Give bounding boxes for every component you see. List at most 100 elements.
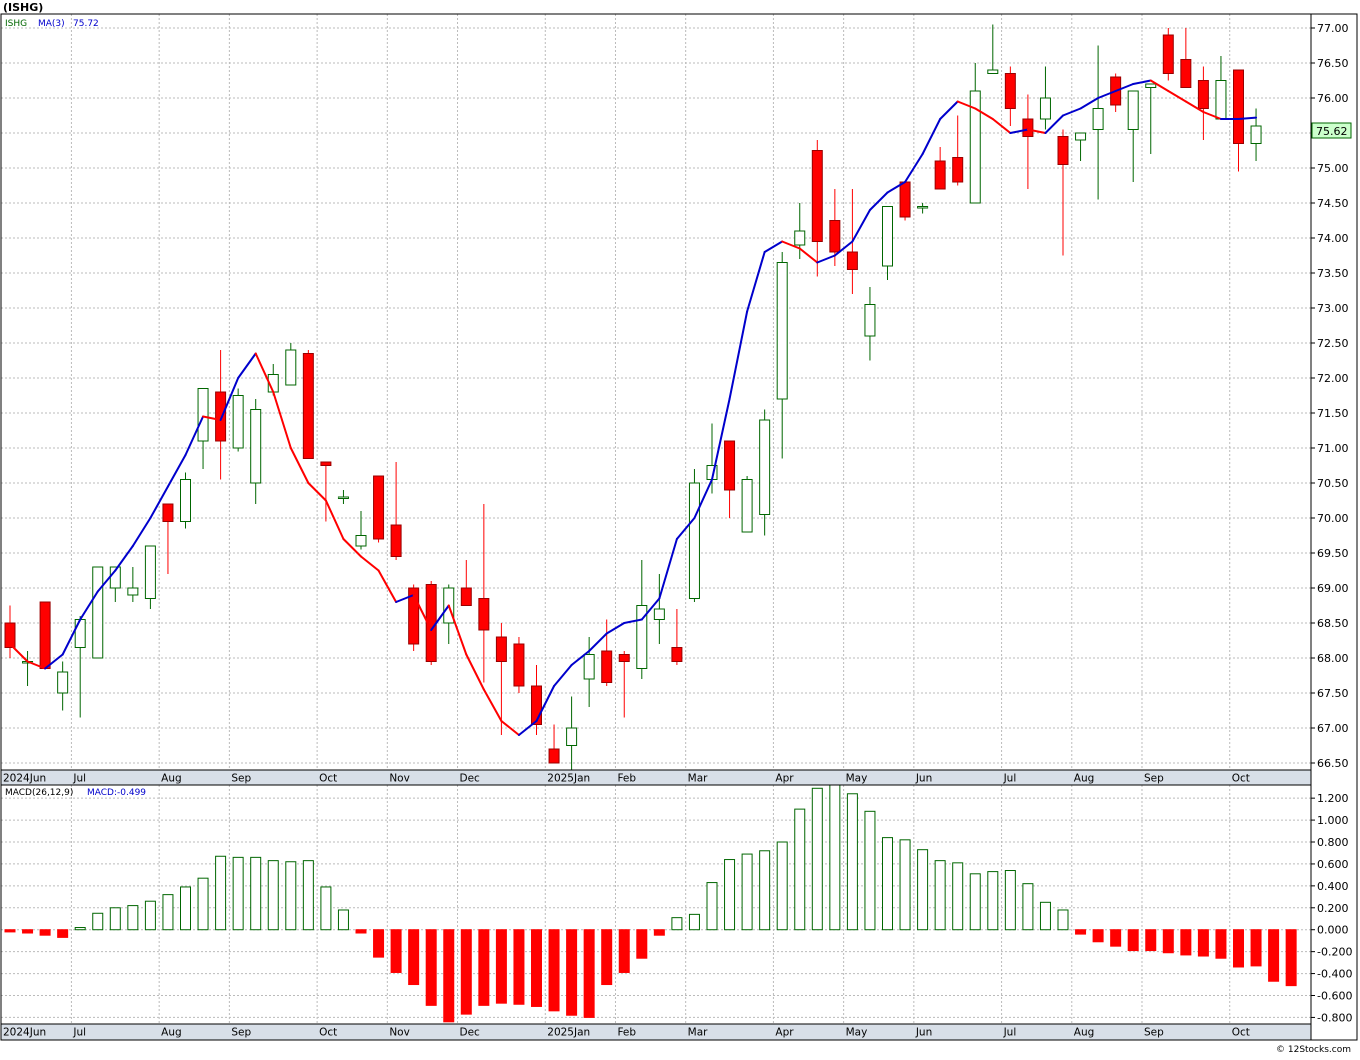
ma-segment xyxy=(184,415,205,456)
macd-bar-negative xyxy=(373,929,385,958)
candle-down xyxy=(513,643,525,687)
ma-segment xyxy=(1237,116,1258,120)
ma-segment xyxy=(711,398,731,481)
macd-bar-negative xyxy=(478,929,490,1006)
ma-segment xyxy=(658,538,678,600)
ma-segment xyxy=(114,545,134,572)
macd-tick-label: -0.800 xyxy=(1317,1011,1352,1024)
price-tick-label: 66.50 xyxy=(1317,757,1349,770)
month-label: Oct xyxy=(319,1027,337,1039)
macd-bar-positive xyxy=(180,886,191,931)
last-price-value: 75.62 xyxy=(1316,125,1348,138)
ma-segment xyxy=(816,254,836,264)
ma-segment xyxy=(939,100,959,120)
candle-up xyxy=(74,619,86,648)
macd-bar-positive xyxy=(952,862,964,931)
ma-segment xyxy=(412,594,433,631)
candle-up xyxy=(232,395,244,449)
candle-down xyxy=(1197,80,1209,109)
ma-segment xyxy=(956,100,977,110)
month-label: Aug xyxy=(161,773,182,785)
month-label: Jun xyxy=(915,1027,932,1039)
candle-up xyxy=(285,349,297,386)
price-tick-label: 72.50 xyxy=(1317,337,1349,350)
candle-down xyxy=(934,160,946,190)
macd-histogram xyxy=(4,784,1297,1023)
month-label: 2025Jan xyxy=(547,1027,590,1039)
ma-segment xyxy=(904,153,924,183)
ma-segment xyxy=(1062,107,1082,117)
macd-bar-positive xyxy=(759,850,771,931)
candle-up xyxy=(741,479,753,533)
ma-segment xyxy=(430,604,450,631)
candle-up xyxy=(1075,132,1087,141)
ma-segment xyxy=(746,251,766,313)
ma-segment xyxy=(1009,128,1029,134)
macd-bar-positive xyxy=(1004,870,1016,931)
macd-bar-negative xyxy=(1075,929,1087,935)
macd-bar-positive xyxy=(197,877,209,931)
price-tick-label: 73.50 xyxy=(1317,267,1349,280)
ma-segment xyxy=(728,310,749,400)
candle-down xyxy=(724,440,736,491)
month-label: Apr xyxy=(775,1027,794,1039)
month-label: Jun xyxy=(915,773,932,785)
candle-up xyxy=(776,262,788,400)
candle-down xyxy=(390,524,402,557)
macd-bar-positive xyxy=(92,912,104,931)
gridlines xyxy=(1,14,1311,1024)
month-label: Nov xyxy=(389,773,410,785)
month-label: 2025Jan xyxy=(547,773,590,785)
price-tick-label: 77.00 xyxy=(1317,22,1349,35)
ma-segment xyxy=(868,191,889,211)
price-tick-label: 67.00 xyxy=(1317,722,1349,735)
ma-segment xyxy=(26,660,47,670)
candle-up xyxy=(337,496,349,499)
macd-bar-negative xyxy=(1250,929,1262,967)
ma-segment xyxy=(9,643,29,663)
candle-down xyxy=(215,391,227,442)
month-label: Apr xyxy=(775,773,794,785)
ma-segment xyxy=(1184,100,1205,113)
ma-segment xyxy=(166,454,187,488)
price-tick-label: 71.00 xyxy=(1317,442,1349,455)
candle-up xyxy=(92,566,104,659)
ma-segment xyxy=(219,377,240,421)
macd-tick-label: -0.600 xyxy=(1317,989,1352,1002)
candle-down xyxy=(618,654,630,662)
ma-segment xyxy=(605,622,626,635)
month-label: 2024Jun xyxy=(3,773,46,785)
macd-bar-positive xyxy=(882,837,893,931)
candle-up xyxy=(1092,108,1104,130)
macd-bar-negative xyxy=(548,929,560,1012)
candle-down xyxy=(829,220,841,253)
candle-down xyxy=(846,251,858,270)
macd-bar-positive xyxy=(74,927,86,931)
macd-bar-positive xyxy=(864,810,876,931)
candle-down xyxy=(811,150,823,242)
macd-bar-positive xyxy=(302,860,314,931)
candle-down xyxy=(899,181,911,218)
ma-segment xyxy=(237,352,257,379)
macd-tick-label: 0.200 xyxy=(1317,902,1349,915)
ma-segment xyxy=(833,240,854,257)
month-label: Jul xyxy=(1003,1027,1017,1039)
ma-segment xyxy=(395,594,415,603)
month-label: Feb xyxy=(617,1027,636,1039)
ma-segment xyxy=(96,569,117,593)
macd-bar-negative xyxy=(495,929,507,1004)
ma-segment xyxy=(482,688,503,722)
macd-bar-positive xyxy=(144,900,156,931)
macd-tick-label: 0.600 xyxy=(1317,858,1349,871)
ma-segment xyxy=(465,653,485,691)
candle-down xyxy=(1180,59,1192,88)
ma-segment xyxy=(342,538,362,558)
macd-bar-positive xyxy=(706,882,718,931)
macd-bar-positive xyxy=(1022,883,1034,931)
macd-bar-positive xyxy=(671,917,683,931)
macd-bar-positive xyxy=(846,793,858,931)
ma-segment xyxy=(289,447,310,484)
price-tick-label: 69.50 xyxy=(1317,547,1349,560)
price-tick-label: 70.50 xyxy=(1317,477,1349,490)
